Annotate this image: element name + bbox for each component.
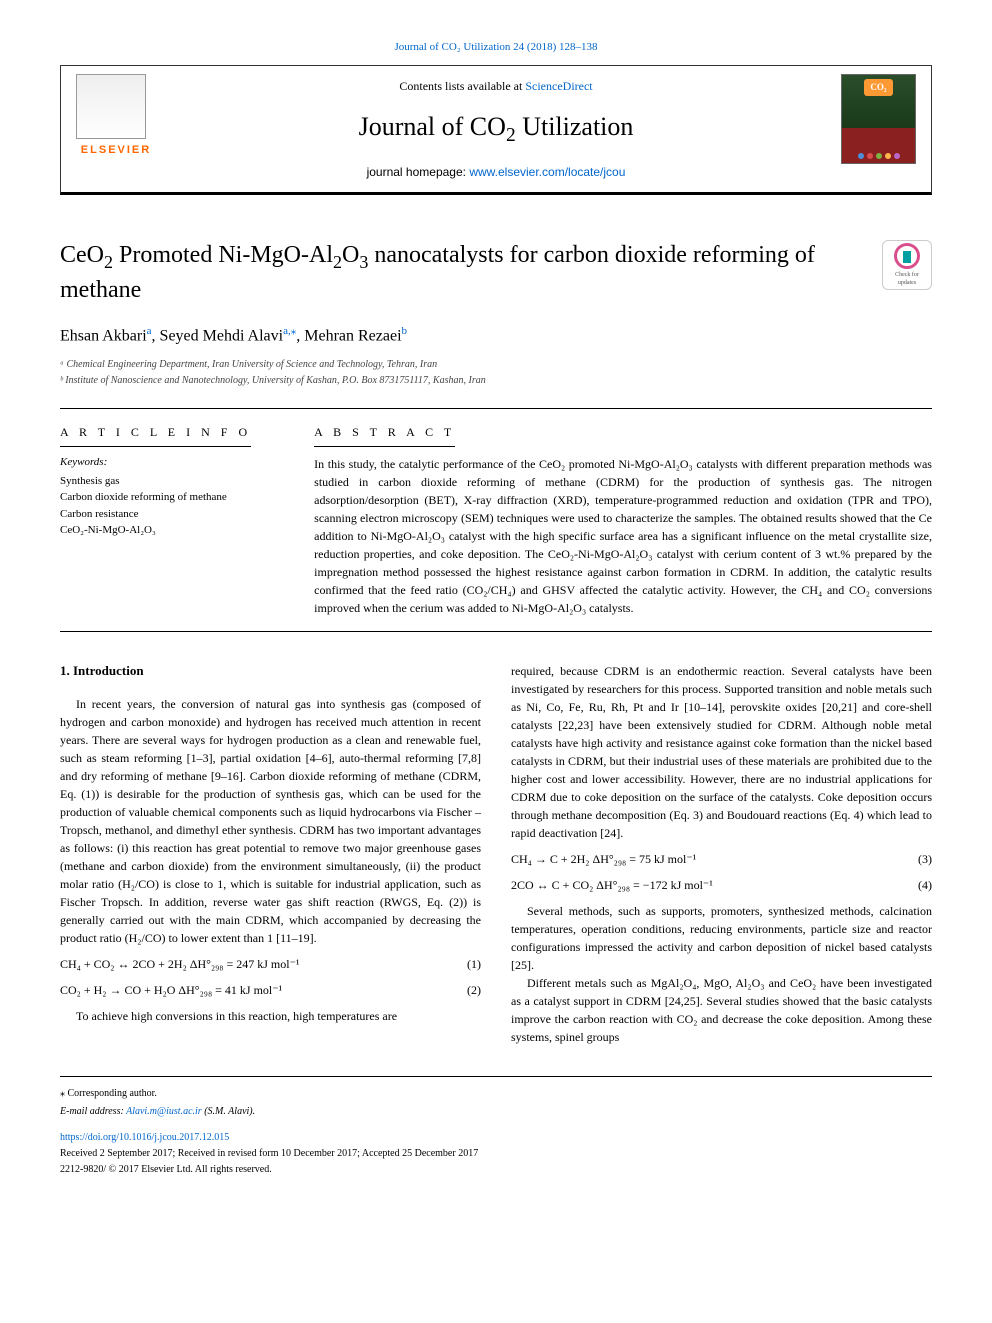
equation-3: CH₄ → C + 2H₂ ΔH°₂₉₈ = 75 kJ mol⁻¹ (3) xyxy=(511,850,932,868)
body-text-col1: In recent years, the conversion of natur… xyxy=(60,695,481,1025)
column-left: 1. Introduction In recent years, the con… xyxy=(60,662,481,1046)
abstract-label: A B S T R A C T xyxy=(314,424,455,448)
equation-lhs: CO₂ + H₂ → CO + H₂O ΔH°₂₉₈ = 41 kJ mol⁻¹ xyxy=(60,981,282,999)
sciencedirect-link[interactable]: ScienceDirect xyxy=(525,79,592,93)
email-line: E-mail address: Alavi.m@iust.ac.ir (S.M.… xyxy=(60,1105,932,1119)
article-info-label: A R T I C L E I N F O xyxy=(60,424,251,448)
body-text-col2: required, because CDRM is an endothermic… xyxy=(511,662,932,1046)
check-updates-badge[interactable]: Check forupdates xyxy=(882,240,932,290)
dates-line: Received 2 September 2017; Received in r… xyxy=(60,1147,932,1161)
paragraph: Several methods, such as supports, promo… xyxy=(511,902,932,974)
keyword-item: Carbon resistance xyxy=(60,506,284,523)
paragraph: In recent years, the conversion of natur… xyxy=(60,695,481,947)
equation-lhs: 2CO ↔ C + CO₂ ΔH°₂₉₈ = −172 kJ mol⁻¹ xyxy=(511,876,713,894)
equation-1: CH₄ + CO₂ ↔ 2CO + 2H₂ ΔH°₂₉₈ = 247 kJ mo… xyxy=(60,955,481,973)
equation-num: (4) xyxy=(918,876,932,894)
article-info-column: A R T I C L E I N F O Keywords: Synthesi… xyxy=(60,409,304,632)
intro-heading: 1. Introduction xyxy=(60,662,481,680)
journal-header-box: ELSEVIER CO₂ Contents lists available at… xyxy=(60,65,932,195)
email-link[interactable]: Alavi.m@iust.ac.ir xyxy=(126,1106,202,1117)
corresponding-author: ⁎ Corresponding author. xyxy=(60,1087,932,1101)
check-circle-icon xyxy=(894,243,920,269)
keywords-list: Synthesis gas Carbon dioxide reforming o… xyxy=(60,473,284,539)
keyword-item: Carbon dioxide reforming of methane xyxy=(60,489,284,506)
co2-badge: CO₂ xyxy=(864,79,892,96)
elsevier-label: ELSEVIER xyxy=(76,143,156,158)
equation-num: (1) xyxy=(467,955,481,973)
paragraph: Different metals such as MgAl₂O₄, MgO, A… xyxy=(511,974,932,1046)
equation-4: 2CO ↔ C + CO₂ ΔH°₂₉₈ = −172 kJ mol⁻¹ (4) xyxy=(511,876,932,894)
abstract-text: In this study, the catalytic performance… xyxy=(314,455,932,617)
column-right: required, because CDRM is an endothermic… xyxy=(511,662,932,1046)
doi-line: https://doi.org/10.1016/j.jcou.2017.12.0… xyxy=(60,1131,932,1145)
email-label: E-mail address: xyxy=(60,1106,126,1117)
copyright-line: 2212-9820/ © 2017 Elsevier Ltd. All righ… xyxy=(60,1163,932,1177)
author-2-corr[interactable]: ⁎ xyxy=(291,325,297,337)
footer: ⁎ Corresponding author. E-mail address: … xyxy=(60,1076,932,1177)
author-1: Ehsan Akbari xyxy=(60,327,147,344)
keyword-item: Synthesis gas xyxy=(60,473,284,490)
homepage-link[interactable]: www.elsevier.com/locate/jcou xyxy=(469,165,625,179)
affiliation-a: ᵃ Chemical Engineering Department, Iran … xyxy=(60,358,932,372)
keywords-label: Keywords: xyxy=(60,455,284,470)
elsevier-tree-icon xyxy=(76,74,146,139)
authors-line: Ehsan Akbaria, Seyed Mehdi Alavia,⁎, Meh… xyxy=(60,324,932,348)
doi-link[interactable]: https://doi.org/10.1016/j.jcou.2017.12.0… xyxy=(60,1132,229,1143)
equation-lhs: CH₄ → C + 2H₂ ΔH°₂₉₈ = 75 kJ mol⁻¹ xyxy=(511,850,696,868)
author-1-aff[interactable]: a xyxy=(147,325,152,337)
author-2: Seyed Mehdi Alavi xyxy=(160,327,284,344)
info-abstract-section: A R T I C L E I N F O Keywords: Synthesi… xyxy=(60,408,932,633)
author-3-aff[interactable]: b xyxy=(402,325,408,337)
article-title: CeO2 Promoted Ni-MgO-Al2O3 nanocatalysts… xyxy=(60,240,932,305)
email-name: (S.M. Alavi). xyxy=(202,1106,255,1117)
keyword-item: CeO₂-Ni-MgO-Al₂O₃ xyxy=(60,522,284,539)
bookmark-icon xyxy=(903,251,911,263)
equation-num: (3) xyxy=(918,850,932,868)
author-2-aff[interactable]: a, xyxy=(283,325,291,337)
article-header: Check forupdates CeO2 Promoted Ni-MgO-Al… xyxy=(60,240,932,387)
journal-dots-icon xyxy=(858,153,900,159)
paragraph: To achieve high conversions in this reac… xyxy=(60,1007,481,1025)
homepage-label: journal homepage: xyxy=(367,165,470,179)
contents-line: Contents lists available at ScienceDirec… xyxy=(81,78,911,95)
journal-homepage: journal homepage: www.elsevier.com/locat… xyxy=(81,164,911,181)
check-updates-text: Check forupdates xyxy=(895,271,919,288)
corr-text: Corresponding author. xyxy=(65,1088,157,1099)
author-3: Mehran Rezaei xyxy=(304,327,401,344)
citation-header: Journal of CO₂ Utilization 24 (2018) 128… xyxy=(60,40,932,55)
abstract-column: A B S T R A C T In this study, the catal… xyxy=(304,409,932,632)
journal-title: Journal of CO2 Utilization xyxy=(81,109,911,149)
contents-text: Contents lists available at xyxy=(399,79,525,93)
affiliation-b: ᵇ Institute of Nanoscience and Nanotechn… xyxy=(60,374,932,388)
citation-link[interactable]: Journal of CO₂ Utilization 24 (2018) 128… xyxy=(394,41,597,53)
equation-num: (2) xyxy=(467,981,481,999)
equation-lhs: CH₄ + CO₂ ↔ 2CO + 2H₂ ΔH°₂₉₈ = 247 kJ mo… xyxy=(60,955,300,973)
journal-cover-icon: CO₂ xyxy=(841,74,916,164)
equation-2: CO₂ + H₂ → CO + H₂O ΔH°₂₉₈ = 41 kJ mol⁻¹… xyxy=(60,981,481,999)
paragraph: required, because CDRM is an endothermic… xyxy=(511,662,932,842)
affiliations: ᵃ Chemical Engineering Department, Iran … xyxy=(60,358,932,388)
article-body: 1. Introduction In recent years, the con… xyxy=(60,662,932,1046)
elsevier-logo: ELSEVIER xyxy=(76,74,156,164)
